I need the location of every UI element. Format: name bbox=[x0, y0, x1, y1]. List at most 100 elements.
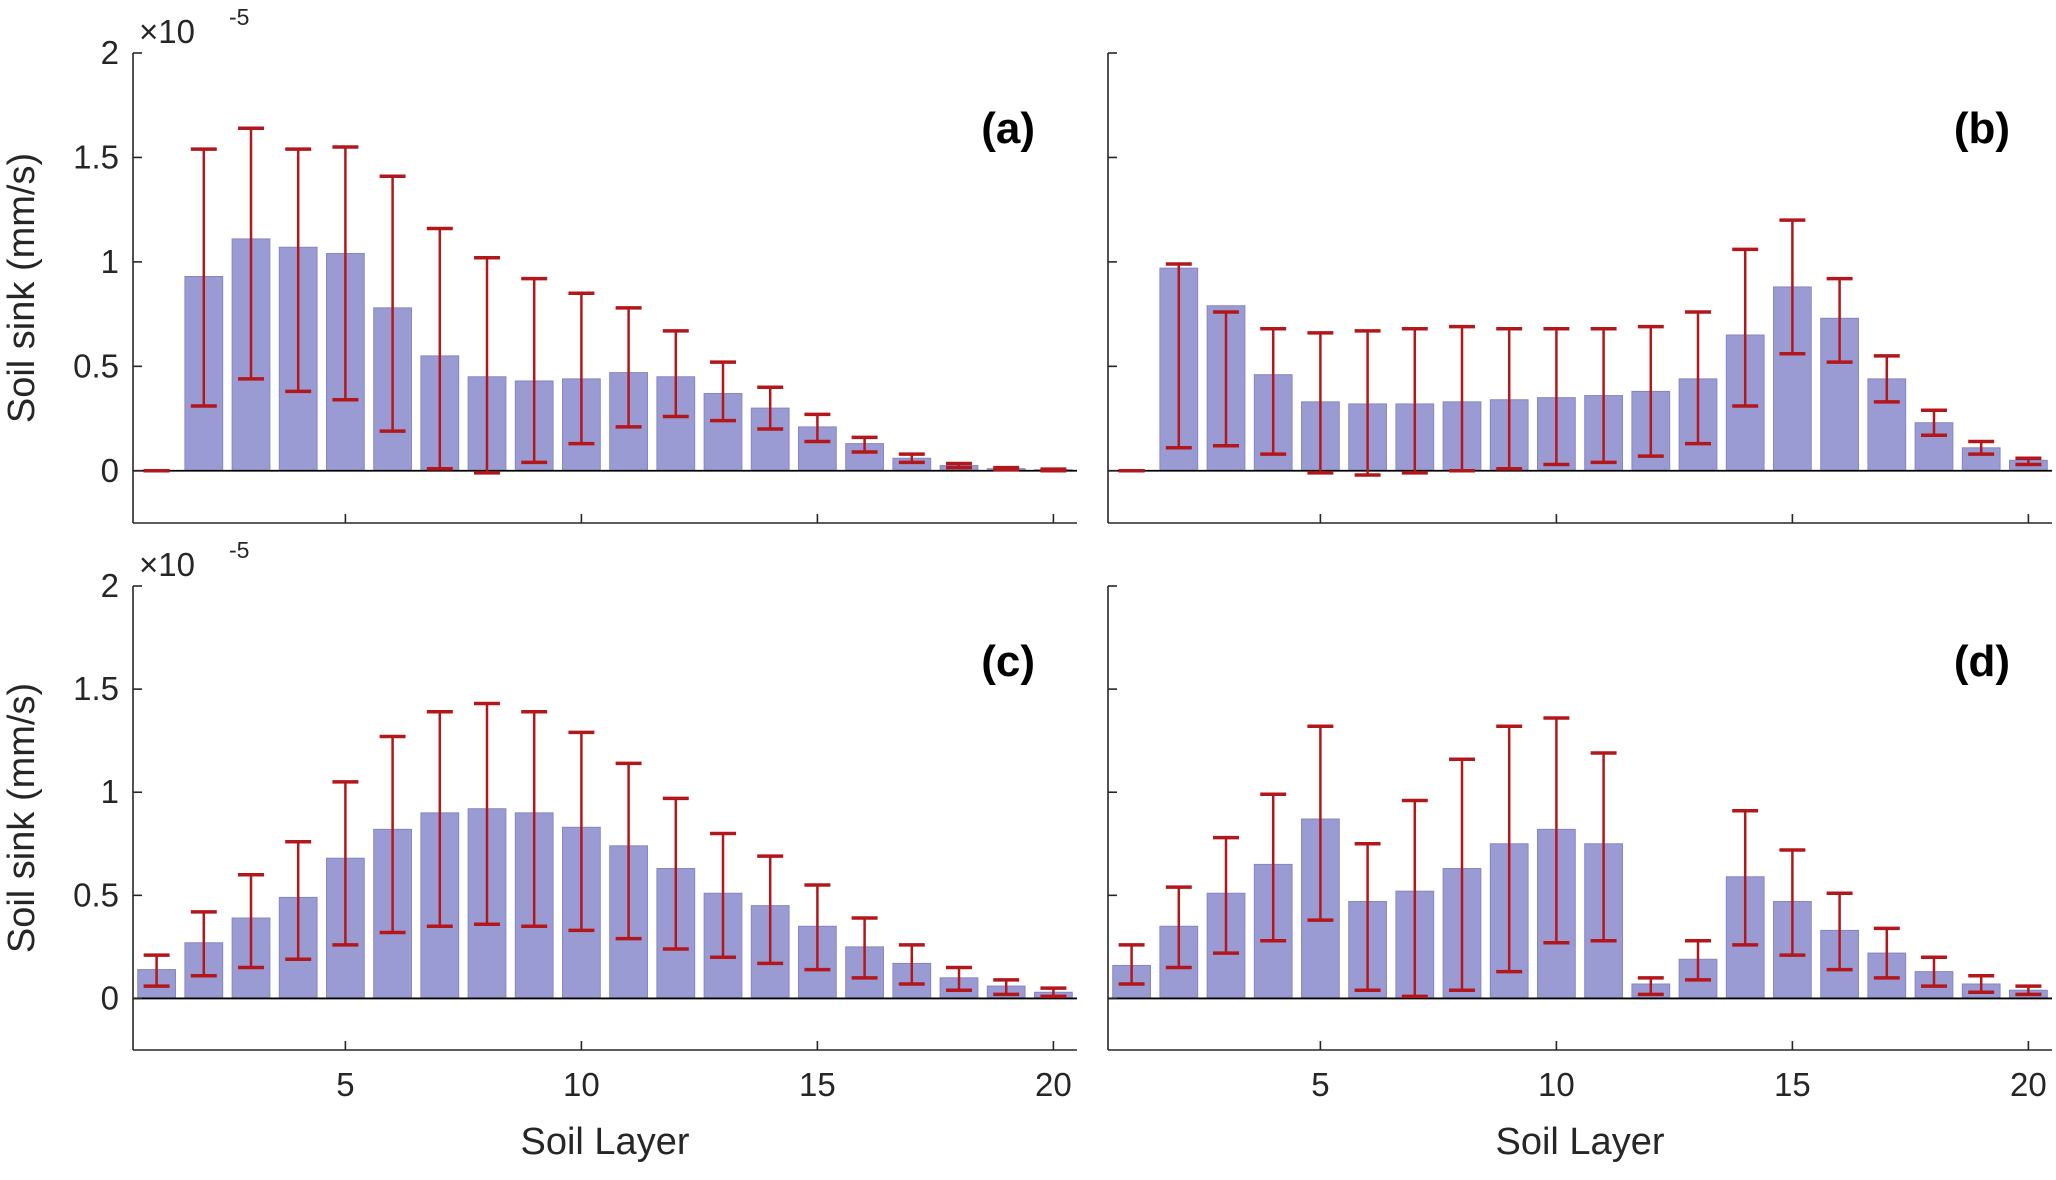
y-tick-label: 1.5 bbox=[73, 670, 119, 707]
error-bar-layer-12 bbox=[662, 329, 689, 419]
error-bar-layer-4 bbox=[1260, 326, 1287, 456]
error-bar-layer-6 bbox=[379, 174, 406, 433]
error-bar-layer-17 bbox=[1873, 354, 1900, 404]
x-tick-label: 5 bbox=[336, 1066, 354, 1103]
y-tick-label: 2 bbox=[101, 567, 119, 604]
error-bar-layer-11 bbox=[615, 306, 642, 429]
x-tick-label: 10 bbox=[563, 1066, 600, 1103]
error-bar-layer-11 bbox=[615, 761, 642, 941]
error-bar-layer-7 bbox=[426, 226, 453, 471]
error-bar-layer-15 bbox=[804, 412, 831, 444]
error-bar-layer-5 bbox=[332, 780, 359, 947]
error-bar-layer-15 bbox=[804, 883, 831, 972]
y-tick-label: 1.5 bbox=[73, 138, 119, 175]
error-bar-layer-9 bbox=[521, 710, 548, 929]
x-tick-label: 15 bbox=[799, 1066, 836, 1103]
y-axis-label: Soil sink (mm/s) bbox=[1, 683, 43, 953]
error-bar-layer-14 bbox=[757, 385, 784, 431]
error-bar-layer-10 bbox=[568, 291, 595, 446]
error-bar-layer-9 bbox=[1496, 326, 1523, 471]
panel-a: 0 0.5 1 1.5 2 ×10 -5 Soil sink (mm/s) (a) bbox=[1, 4, 1077, 524]
y-tick-label: 0 bbox=[101, 979, 119, 1016]
error-bar-layer-16 bbox=[851, 916, 878, 980]
error-bar-layer-5 bbox=[332, 145, 359, 402]
error-bar-layer-14 bbox=[1732, 247, 1759, 408]
error-bar-layer-13 bbox=[710, 831, 736, 959]
error-bar-layer-19 bbox=[1968, 439, 1995, 456]
error-bar-layer-7 bbox=[1401, 798, 1428, 999]
error-bar-layer-11 bbox=[1590, 751, 1617, 943]
x-tick-label: 15 bbox=[1774, 1066, 1811, 1103]
error-bar-layer-12 bbox=[1637, 324, 1664, 458]
y-exponent-power: -5 bbox=[229, 4, 249, 30]
error-bar-layer-16 bbox=[851, 435, 878, 454]
error-bar-layer-9 bbox=[1496, 724, 1523, 974]
panel-label: (b) bbox=[1954, 104, 2010, 153]
error-bar-layer-8 bbox=[1449, 757, 1475, 992]
panel-label: (a) bbox=[981, 104, 1035, 153]
error-bar-layer-2 bbox=[1165, 885, 1192, 970]
error-bar-layer-7 bbox=[426, 710, 453, 929]
error-bar-layer-15 bbox=[1779, 218, 1806, 356]
panels: 0 0.5 1 1.5 2 ×10 -5 Soil sink (mm/s) (a) (b) 0 0.5… bbox=[1, 4, 2052, 1163]
panel-label: (d) bbox=[1954, 637, 2010, 686]
x-tick-label: 10 bbox=[1538, 1066, 1575, 1103]
y-exponent-power: -5 bbox=[229, 537, 249, 563]
error-bar-layer-3 bbox=[1213, 310, 1239, 448]
error-bar-layer-7 bbox=[1401, 326, 1428, 475]
y-tick-label: 0.5 bbox=[73, 347, 119, 384]
error-bar-layer-13 bbox=[710, 360, 736, 423]
error-bar-layer-6 bbox=[1354, 329, 1381, 477]
y-exponent-label: ×10 bbox=[139, 546, 195, 583]
error-bar-layer-12 bbox=[662, 796, 689, 951]
x-tick-label: 5 bbox=[1311, 1066, 1329, 1103]
error-bar-layer-8 bbox=[1449, 324, 1475, 473]
error-bar-layer-1 bbox=[1118, 943, 1145, 986]
error-bar-layer-1 bbox=[143, 953, 170, 988]
error-bar-layer-9 bbox=[521, 276, 548, 465]
panel-b: (b) bbox=[1107, 52, 2052, 524]
x-tick-label: 20 bbox=[2010, 1066, 2047, 1103]
x-tick-label: 20 bbox=[1035, 1066, 1072, 1103]
x-axis-label: Soil Layer bbox=[521, 1121, 690, 1163]
error-bar-layer-10 bbox=[568, 730, 595, 933]
error-bar-layer-8 bbox=[474, 255, 500, 475]
error-bar-layer-16 bbox=[1826, 891, 1853, 972]
error-bar-layer-18 bbox=[1921, 955, 1947, 988]
error-bar-layer-8 bbox=[474, 701, 500, 926]
error-bar-layer-2 bbox=[1165, 262, 1192, 450]
error-bar-layer-3 bbox=[238, 126, 264, 381]
error-bar-layer-14 bbox=[1732, 809, 1759, 947]
x-axis-label: Soil Layer bbox=[1496, 1121, 1665, 1163]
error-bar-layer-14 bbox=[757, 854, 784, 966]
error-bar-layer-18 bbox=[1921, 408, 1947, 438]
error-bar-layer-19 bbox=[993, 978, 1020, 997]
panel-label: (c) bbox=[981, 637, 1035, 686]
error-bar-layer-19 bbox=[1968, 974, 1995, 995]
error-bar-layer-6 bbox=[379, 734, 406, 935]
error-bar-layer-13 bbox=[1685, 310, 1711, 446]
y-tick-label: 1 bbox=[101, 773, 119, 810]
error-bar-layer-20 bbox=[1040, 467, 1067, 473]
y-tick-label: 2 bbox=[101, 34, 119, 71]
panel-d: 5 10 15 20 Soil Layer (d) bbox=[1107, 585, 2052, 1163]
error-bar-layer-4 bbox=[285, 839, 312, 962]
error-bar-layer-18 bbox=[946, 965, 972, 992]
error-bar-layer-13 bbox=[1685, 938, 1711, 982]
error-bar-layer-19 bbox=[993, 465, 1020, 472]
error-bar-layer-18 bbox=[946, 461, 972, 470]
error-bar-layer-11 bbox=[1590, 326, 1617, 465]
error-bar-layer-4 bbox=[285, 147, 312, 394]
error-bar-layer-6 bbox=[1354, 842, 1381, 992]
panel-c: 0 0.5 1 1.5 2 5 10 15 20 ×10 -5 Soil sink (mm/s) Soi… bbox=[1, 537, 1077, 1163]
error-bar-layer-10 bbox=[1543, 716, 1570, 945]
error-bar-layer-2 bbox=[190, 147, 217, 408]
y-exponent-label: ×10 bbox=[139, 13, 195, 50]
error-bar-layer-17 bbox=[898, 943, 925, 986]
error-bar-layer-3 bbox=[238, 872, 264, 970]
error-bar-layer-20 bbox=[2015, 456, 2042, 467]
y-tick-label: 1 bbox=[101, 243, 119, 280]
error-bar-layer-5 bbox=[1307, 331, 1334, 475]
y-tick-label: 0.5 bbox=[73, 876, 119, 913]
